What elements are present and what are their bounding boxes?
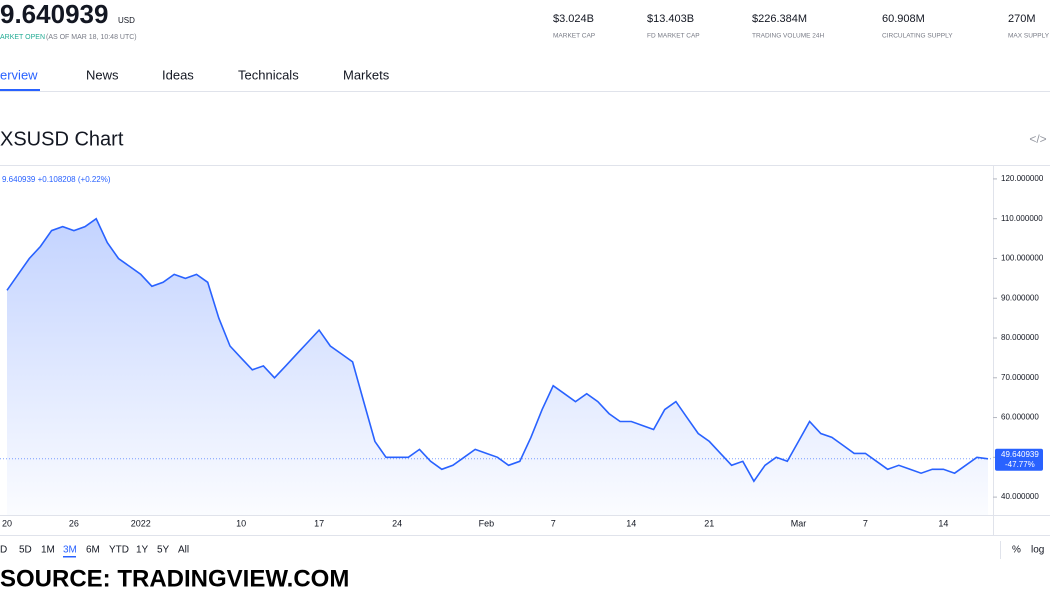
price-tag-value: 49.640939 xyxy=(1001,450,1039,459)
price: 9.640939 xyxy=(0,0,108,29)
line xyxy=(6,217,989,483)
y-tick-label: 100.000000 xyxy=(1001,254,1044,263)
source: SOURCE: TRADINGVIEW.COM xyxy=(0,565,349,592)
range-button[interactable]: 6M xyxy=(86,545,100,556)
scale-button[interactable]: % xyxy=(1012,545,1021,556)
stat-value: 270M xyxy=(1008,13,1036,25)
x-tick-label: 24 xyxy=(392,518,402,528)
range-button[interactable]: 3M xyxy=(63,545,77,556)
stat-label: MARKET CAP xyxy=(553,33,595,40)
x-tick-label: 7 xyxy=(863,518,868,528)
y-tick-label: 40.000000 xyxy=(1001,492,1039,501)
chart-title: XSUSD Chart xyxy=(0,128,124,150)
x-tick-label: 26 xyxy=(69,518,79,528)
y-tick-label: 90.000000 xyxy=(1001,293,1039,302)
range-button[interactable]: All xyxy=(178,545,189,556)
range-button[interactable]: D xyxy=(0,545,7,556)
stat-label: MAX SUPPLY xyxy=(1008,33,1050,40)
stat-label: CIRCULATING SUPPLY xyxy=(882,33,953,40)
stat-value: $3.024B xyxy=(553,13,594,25)
x-tick-label: 14 xyxy=(626,518,636,528)
price-tag xyxy=(995,448,1043,471)
x-tick-label: 20 xyxy=(2,518,12,528)
x-tick-label: 7 xyxy=(551,518,556,528)
scale-button[interactable]: log xyxy=(1031,545,1044,556)
stat-value: 60.908M xyxy=(882,13,925,25)
tab[interactable]: Technicals xyxy=(238,67,299,82)
legend: 9.640939 +0.108208 (+0.22%) xyxy=(2,175,111,184)
x-tick-label: 10 xyxy=(236,518,246,528)
range-underline xyxy=(63,556,76,558)
range-button[interactable]: 5Y xyxy=(157,545,170,556)
x-tick-label: 2022 xyxy=(131,518,151,528)
stat-value: $13.403B xyxy=(647,13,694,25)
y-tick-label: 70.000000 xyxy=(1001,373,1039,382)
range-button[interactable]: 1Y xyxy=(136,545,149,556)
range-button[interactable]: YTD xyxy=(109,545,129,556)
x-tick-label: 14 xyxy=(938,518,948,528)
embed-icon[interactable]: </> xyxy=(1029,132,1046,146)
stat-value: $226.384M xyxy=(752,13,807,25)
tab[interactable]: Ideas xyxy=(162,67,194,82)
area xyxy=(7,218,988,515)
stat-label: FD MARKET CAP xyxy=(647,33,700,40)
range-button[interactable]: 5D xyxy=(19,545,32,556)
price-tag-change: -47.77% xyxy=(1005,460,1035,469)
x-tick-label: 21 xyxy=(704,518,714,528)
range-button[interactable]: 1M xyxy=(41,545,55,556)
tab-underline xyxy=(0,89,40,91)
tab[interactable]: erview xyxy=(0,67,38,82)
y-tick-label: 80.000000 xyxy=(1001,333,1039,342)
y-tick-label: 60.000000 xyxy=(1001,413,1039,422)
tab[interactable]: News xyxy=(86,67,119,82)
y-tick-label: 110.000000 xyxy=(1001,214,1043,223)
stat-label: TRADING VOLUME 24H xyxy=(752,33,825,40)
tab[interactable]: Markets xyxy=(343,67,390,82)
status: ARKET OPEN xyxy=(0,34,45,41)
currency: USD xyxy=(118,16,135,25)
x-tick-label: Mar xyxy=(791,518,807,528)
y-tick-label: 120.000000 xyxy=(1001,174,1044,183)
x-tick-label: 17 xyxy=(314,518,324,528)
x-tick-label: Feb xyxy=(479,518,495,528)
as-of: (AS OF MAR 18, 10:48 UTC) xyxy=(46,34,137,41)
